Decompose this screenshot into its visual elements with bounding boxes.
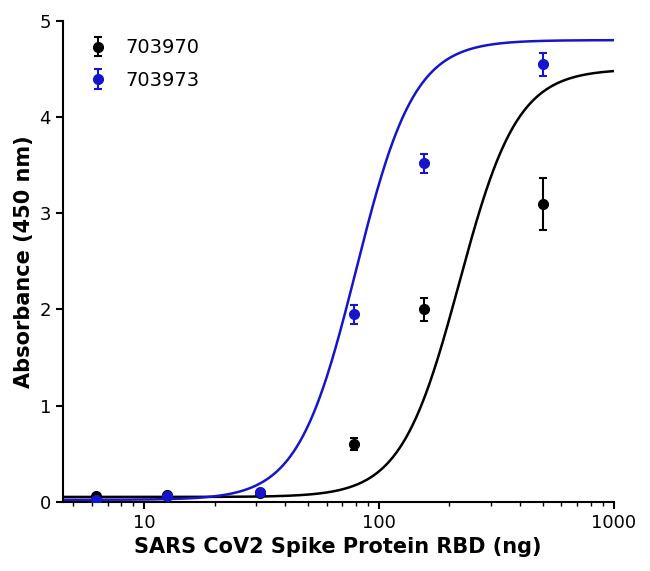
- X-axis label: SARS CoV2 Spike Protein RBD (ng): SARS CoV2 Spike Protein RBD (ng): [135, 537, 542, 557]
- Legend: 703970, 703973: 703970, 703973: [72, 31, 207, 98]
- Y-axis label: Absorbance (450 nm): Absorbance (450 nm): [14, 135, 34, 388]
